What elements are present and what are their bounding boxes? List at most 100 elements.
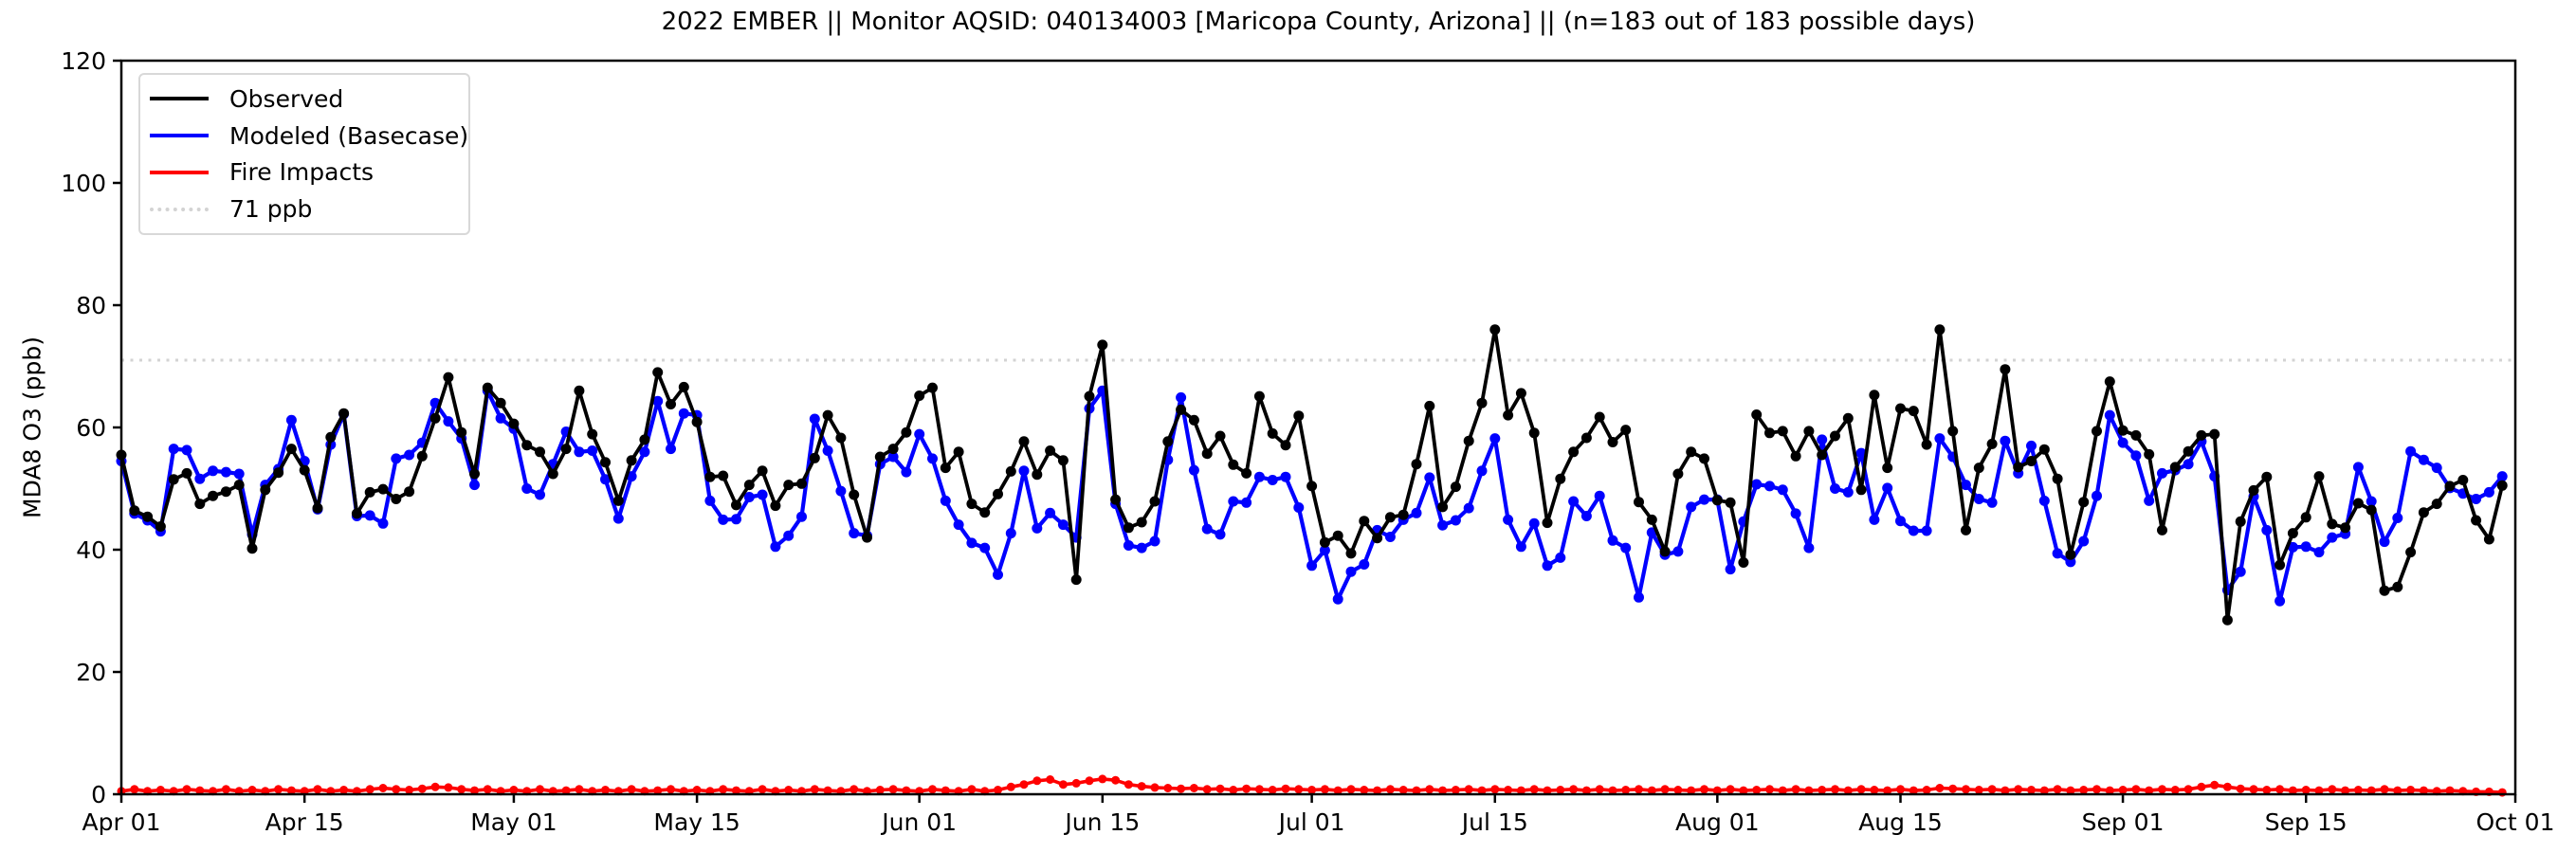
modeled-series-marker [1319, 545, 1330, 556]
observed-series-marker [1803, 426, 1815, 437]
fire-series-marker [195, 786, 205, 795]
observed-series-marker [1882, 463, 1893, 474]
modeled-series-marker [2130, 450, 2142, 462]
fire-series-marker [1019, 780, 1029, 789]
observed-series-marker [377, 483, 389, 495]
fire-series-marker [1320, 785, 1329, 794]
fire-series-marker [2341, 786, 2350, 795]
x-tick-label: Jul 15 [1460, 808, 1528, 836]
modeled-series-marker [1555, 552, 1566, 563]
observed-series-marker [1110, 494, 1122, 505]
fire-series-marker [1987, 785, 1997, 794]
fire-series-marker [1111, 775, 1121, 785]
observed-series-marker [1620, 425, 1632, 436]
modeled-series-marker [1306, 560, 1318, 572]
observed-series-marker [2144, 448, 2155, 460]
observed-series-marker [404, 486, 415, 498]
fire-series-marker [2380, 785, 2389, 794]
legend-line-sample [150, 207, 209, 211]
fire-series-marker [1700, 785, 1708, 794]
fire-series-marker [902, 786, 911, 795]
fire-series-marker [2210, 780, 2220, 789]
modeled-series-marker [743, 492, 755, 502]
modeled-series-marker [718, 514, 729, 525]
observed-series-marker [1568, 446, 1580, 458]
observed-series-marker [1450, 481, 1461, 493]
observed-series-marker [273, 467, 284, 479]
observed-series-marker [1764, 427, 1775, 439]
modeled-series-marker [2038, 495, 2050, 506]
modeled-series-marker [1359, 559, 1370, 570]
modeled-series-marker [2483, 486, 2494, 498]
fire-series-marker [1438, 786, 1448, 795]
fire-series-marker [2197, 782, 2206, 791]
observed-series-marker [1895, 403, 1906, 414]
fire-series-marker [2419, 786, 2428, 795]
observed-series-marker [822, 409, 833, 421]
observed-series-marker [2092, 426, 2102, 437]
fire-series-marker [1032, 776, 1042, 786]
modeled-series-marker [2431, 463, 2442, 474]
observed-series-marker [612, 495, 624, 506]
observed-series-marker [1515, 388, 1526, 399]
observed-series-marker [666, 399, 676, 409]
fire-series-marker [1490, 785, 1500, 794]
observed-series-marker [1136, 517, 1147, 528]
chart-title: 2022 EMBER || Monitor AQSID: 040134003 [… [661, 8, 1976, 36]
fire-series-marker [719, 785, 728, 794]
modeled-series-marker [443, 416, 454, 427]
fire-series-marker [417, 784, 427, 793]
x-tick-label: Sep 15 [2265, 808, 2348, 836]
modeled-series-marker [2157, 467, 2167, 479]
observed-series-marker [1215, 430, 1226, 442]
modeled-series-marker [1215, 529, 1226, 540]
modeled-series-marker [1830, 483, 1840, 494]
fire-series-marker [1346, 785, 1356, 794]
modeled-series-marker [2327, 532, 2338, 543]
fire-series-marker [2118, 786, 2128, 794]
fire-series-marker [2445, 786, 2455, 795]
observed-series-marker [1646, 514, 1657, 525]
observed-series-marker [2496, 480, 2508, 491]
observed-series-marker [1659, 546, 1671, 557]
observed-series-marker [587, 428, 598, 440]
modeled-series-marker [1411, 507, 1422, 518]
observed-series-marker [874, 451, 886, 463]
observed-series-marker [2013, 462, 2024, 473]
modeled-series-marker [2000, 435, 2011, 446]
observed-series-marker [1057, 455, 1069, 466]
modeled-series-marker [364, 510, 375, 521]
fire-series-marker [1962, 785, 1970, 794]
modeled-series-marker [1855, 447, 1867, 459]
fire-series-marker [470, 786, 479, 795]
fire-series-marker [601, 786, 610, 794]
observed-series-marker [600, 457, 611, 468]
fire-series-marker [1569, 785, 1579, 794]
modeled-series-marker [1253, 471, 1265, 482]
fire-series-marker [1516, 786, 1526, 795]
fire-series-marker [130, 785, 139, 794]
modeled-series-marker [2117, 437, 2128, 448]
modeled-series-marker [1686, 501, 1697, 513]
modeled-series-marker [979, 542, 991, 554]
observed-series-marker [2221, 614, 2233, 626]
modeled-series-marker [849, 528, 860, 539]
observed-series-marker [2117, 425, 2128, 436]
modeled-series-marker [1895, 516, 1906, 527]
modeled-series-marker [1725, 564, 1736, 575]
fire-series-marker [247, 786, 257, 794]
observed-series-marker [901, 426, 912, 438]
modeled-series-marker [1790, 508, 1801, 519]
fire-series-marker [182, 785, 192, 794]
fire-series-marker [810, 785, 819, 794]
modeled-series-marker [495, 412, 506, 424]
modeled-series-marker [2352, 462, 2364, 473]
fire-series-marker [2236, 784, 2245, 793]
modeled-series-marker [1018, 465, 1030, 477]
observed-series-marker [1555, 473, 1566, 484]
fire-series-marker [1046, 775, 1055, 784]
legend-item-fire-impacts: Fire Impacts [140, 154, 468, 191]
observed-series-marker [678, 381, 689, 392]
observed-series-marker [2275, 559, 2286, 571]
